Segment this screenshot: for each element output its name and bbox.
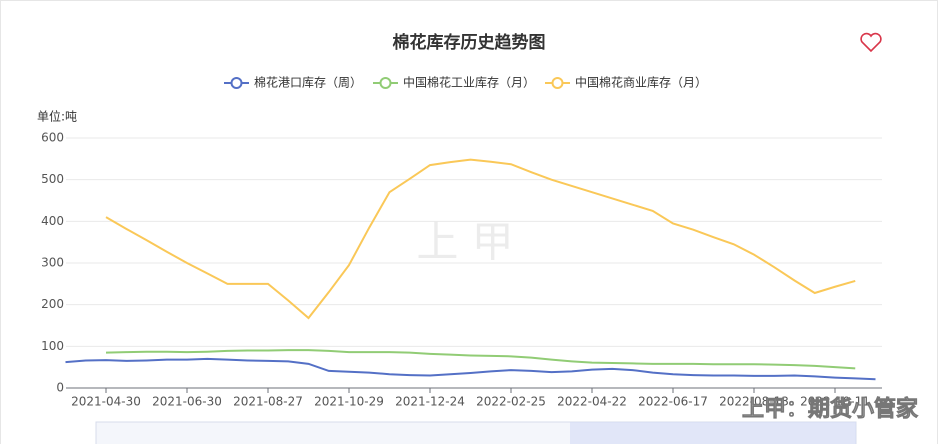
legend-item[interactable]: 中国棉花商业库存（月） (545, 75, 707, 90)
series-line (105, 349, 856, 370)
x-tick-label: 2021-10-29 (314, 395, 384, 409)
legend-label: 中国棉花工业库存（月） (403, 75, 535, 90)
chart-title: 棉花库存历史趋势图 (393, 32, 546, 53)
y-tick-label: 500 (41, 172, 64, 186)
x-tick-label: 2022-04-22 (557, 395, 627, 409)
series-line (65, 357, 876, 381)
x-tick-label: 2022-10-11 (800, 395, 870, 409)
legend-marker (230, 77, 243, 89)
data-zoom (95, 421, 857, 444)
x-tick-label: 2021-08-27 (233, 395, 303, 409)
x-tick-label: 2021-06-30 (152, 395, 222, 409)
y-tick-label: 200 (41, 297, 64, 311)
favorite-icon[interactable] (860, 32, 882, 53)
x-tick-label: 2022-08-13 (719, 395, 789, 409)
legend-label: 中国棉花商业库存（月） (575, 75, 707, 90)
watermark: 上 甲 (416, 218, 513, 267)
y-tick-label: 100 (41, 339, 64, 353)
x-tick-label: 2021-12-24 (395, 395, 465, 409)
y-tick-label: 300 (41, 256, 64, 270)
series-line (105, 158, 856, 320)
corner-watermark: 上甲：期货小管家 (742, 396, 919, 422)
unit-label: 单位:吨 (37, 109, 77, 124)
y-tick-label: 600 (41, 131, 64, 145)
legend-marker (551, 77, 564, 89)
x-tick-label: 2022-02-25 (476, 395, 546, 409)
zoom-window[interactable] (570, 422, 856, 444)
legend-item[interactable]: 棉花港口库存（周） (224, 75, 362, 90)
plot: 0 100 200 300 400 500 600 2021-04-30 2021-06-30 2… (41, 131, 882, 409)
x-tick-label: 2022-06-17 (638, 395, 708, 409)
x-tick-label: 2021-04-30 (71, 395, 141, 409)
legend-marker (379, 77, 392, 89)
legend-label: 棉花港口库存（周） (254, 75, 362, 90)
y-tick-label: 400 (41, 214, 64, 228)
y-tick-label: 0 (56, 381, 64, 395)
legend-item[interactable]: 中国棉花工业库存（月） (373, 75, 535, 90)
